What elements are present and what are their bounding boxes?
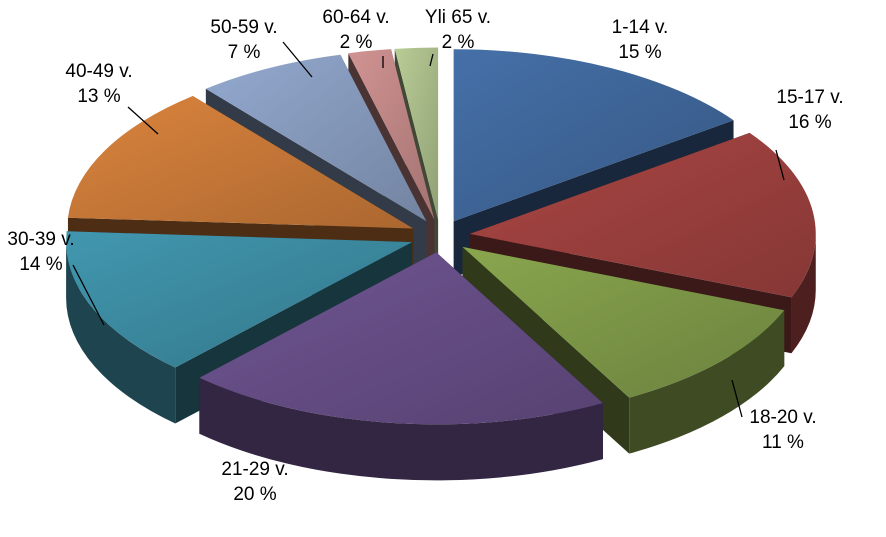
slice-name: 30-39 v.	[7, 229, 74, 250]
slice-name: Yli 65 v.	[425, 7, 491, 28]
slice-name: 60-64 v.	[322, 7, 389, 28]
slice-value: 14 %	[19, 254, 62, 275]
leader-line-yli-65-v-	[429, 53, 434, 67]
slice-label-50-59-v-: 50-59 v. 7 %	[210, 17, 277, 63]
slice-value: 20 %	[233, 484, 276, 505]
slice-label-21-29-v-: 21-29 v. 20 %	[221, 459, 288, 505]
slice-label-1-14-v-: 1-14 v. 15 %	[612, 17, 669, 63]
leader-line-50-59-v-	[282, 41, 313, 78]
pie-slices	[66, 47, 816, 481]
slice-label-40-49-v-: 40-49 v. 13 %	[65, 61, 132, 107]
slice-value: 15 %	[618, 42, 661, 63]
slice-value: 2 %	[340, 32, 373, 53]
data-labels: 1-14 v. 15 % 15-17 v. 16 % 18-20 v. 11 % 21-29…	[7, 7, 843, 505]
slice-name: 21-29 v.	[221, 459, 288, 480]
leader-line-18-20-v-	[731, 379, 743, 418]
slice-name: 40-49 v.	[65, 61, 132, 82]
slice-name: 50-59 v.	[210, 17, 277, 38]
slice-label-yli-65-v-: Yli 65 v. 2 %	[425, 7, 491, 53]
slice-label-30-39-v-: 30-39 v. 14 %	[7, 229, 74, 275]
slice-value: 16 %	[788, 112, 831, 133]
slice-value: 11 %	[762, 432, 804, 453]
slice-label-18-20-v-: 18-20 v. 11 %	[749, 407, 816, 453]
slice-name: 1-14 v.	[612, 17, 669, 38]
slice-label-60-64-v-: 60-64 v. 2 %	[322, 7, 389, 53]
pie-slice-21-29-v-	[199, 252, 603, 481]
leader-line-40-49-v-	[127, 106, 159, 135]
slice-name: 18-20 v.	[749, 407, 816, 428]
leader-line-30-39-v-	[72, 264, 105, 326]
slice-value: 7 %	[228, 42, 261, 63]
leader-line-15-17-v-	[775, 149, 785, 181]
slice-label-15-17-v-: 15-17 v. 16 %	[776, 87, 843, 133]
slice-value: 13 %	[77, 86, 120, 107]
slice-value: 2 %	[442, 32, 475, 53]
slice-name: 15-17 v.	[776, 87, 843, 108]
